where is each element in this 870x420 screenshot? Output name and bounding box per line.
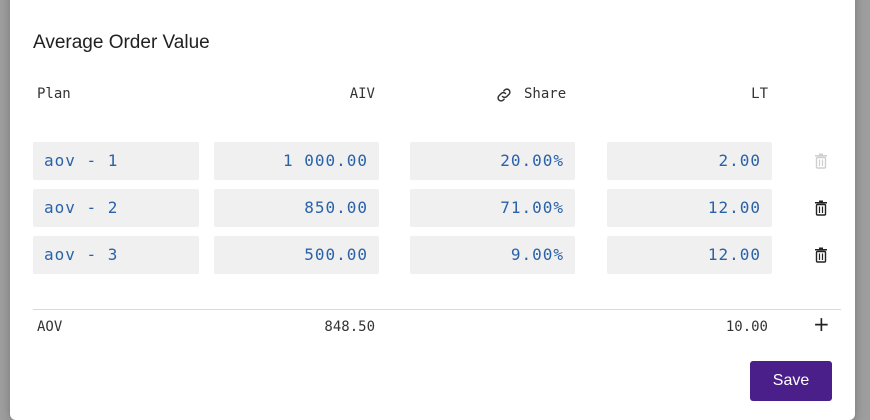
aiv-field[interactable]: 500.00 — [214, 236, 379, 274]
share-field[interactable]: 20.00% — [410, 142, 575, 180]
lt-field[interactable]: 2.00 — [607, 142, 772, 180]
header-lt: LT — [751, 86, 768, 102]
share-field[interactable]: 9.00% — [410, 236, 575, 274]
lt-field[interactable]: 12.00 — [607, 236, 772, 274]
footer-divider — [33, 309, 841, 310]
plan-field[interactable]: aov - 3 — [33, 236, 199, 274]
plan-field[interactable]: aov - 1 — [33, 142, 199, 180]
footer-lt: 10.00 — [725, 319, 768, 335]
lt-field[interactable]: 12.00 — [607, 189, 772, 227]
aiv-field[interactable]: 850.00 — [214, 189, 379, 227]
aiv-field[interactable]: 1 000.00 — [214, 142, 379, 180]
trash-icon — [815, 153, 827, 169]
header-plan: Plan — [37, 86, 71, 102]
header-aiv: AIV — [349, 86, 375, 102]
share-field[interactable]: 71.00% — [410, 189, 575, 227]
footer-aiv: 848.50 — [324, 319, 375, 335]
dialog-title: Average Order Value — [33, 32, 210, 53]
aov-dialog: ✕ Average Order Value Plan AIV Share LT … — [10, 0, 855, 420]
trash-icon[interactable] — [814, 247, 828, 263]
link-icon — [497, 88, 511, 102]
save-button[interactable]: Save — [750, 361, 832, 401]
plan-field[interactable]: aov - 2 — [33, 189, 199, 227]
footer-label: AOV — [37, 319, 63, 335]
plus-icon[interactable]: + — [813, 312, 830, 336]
trash-icon[interactable] — [814, 200, 828, 216]
header-share: Share — [495, 86, 575, 104]
header-share-label: Share — [524, 86, 567, 102]
